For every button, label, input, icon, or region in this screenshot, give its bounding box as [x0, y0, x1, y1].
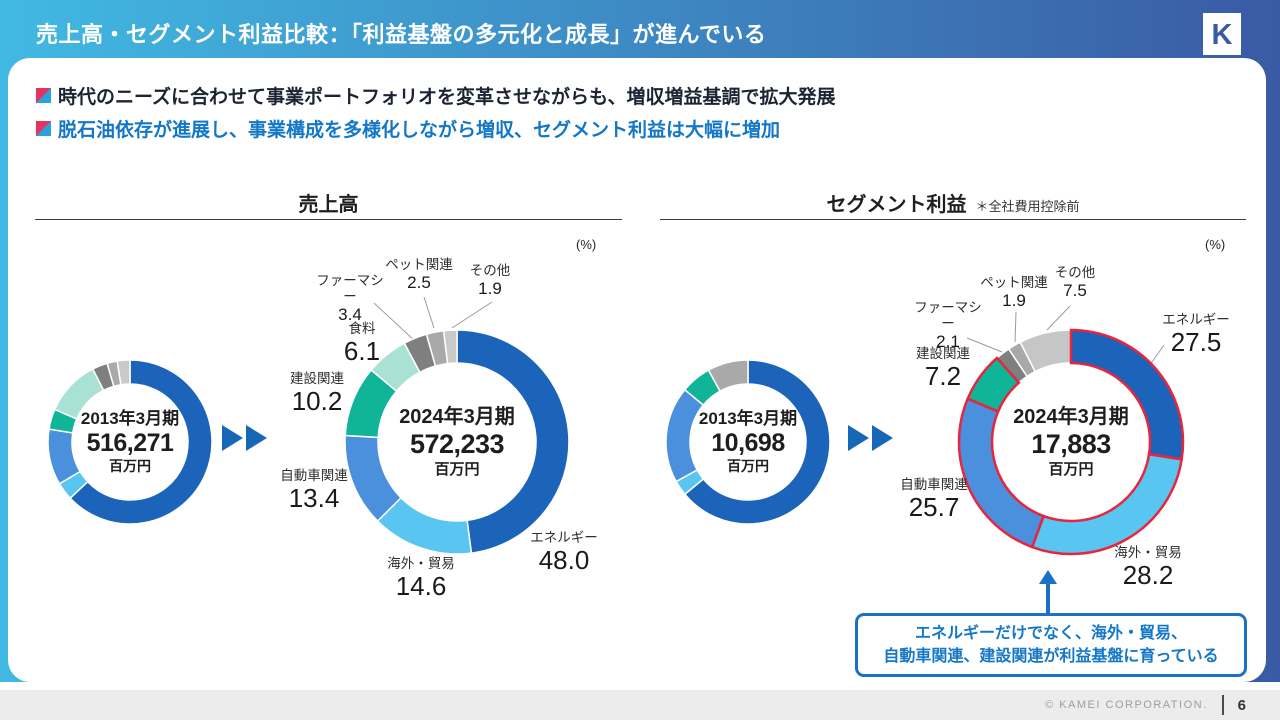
- arrow-triangle-icon: [872, 425, 893, 451]
- segment-label-name: ペット関連: [385, 257, 453, 272]
- segment-label-value: 2.1: [936, 332, 960, 352]
- segment-label-ファーマシー: ファーマシー 2.1: [910, 300, 986, 352]
- segment-label-海外・貿易: 海外・貿易 14.6: [385, 556, 457, 601]
- callout-arrow-head-icon: [1039, 570, 1057, 584]
- segment-label-自動車関連: 自動車関連 13.4: [278, 468, 350, 513]
- segment-label-value: 2.5: [407, 273, 431, 293]
- segment-label-value: 13.4: [288, 483, 340, 514]
- segment-label-その他: その他 1.9: [460, 263, 520, 299]
- slide-footer: © KAMEI CORPORATION. 6: [0, 690, 1280, 720]
- donut-segment-海外・貿易: [1030, 452, 1184, 556]
- page-number: 6: [1237, 696, 1246, 714]
- segment-label-ペット関連: ペット関連 2.5: [383, 257, 455, 293]
- bullet-point-2: 脱石油依存が進展し、事業構成を多様化しながら増収、セグメント利益は大幅に増加: [36, 115, 780, 142]
- segment-label-エネルギー: エネルギー 48.0: [530, 530, 598, 575]
- segment-label-エネルギー: エネルギー 27.5: [1162, 312, 1230, 357]
- copyright-text: © KAMEI CORPORATION.: [1045, 699, 1208, 711]
- segment-label-食料: 食料 6.1: [330, 321, 394, 366]
- kamei-logo-letter: K: [1211, 18, 1233, 51]
- donut-rings: [665, 359, 831, 525]
- donut-chart-sales-2013: 2013年3月期 516,271 百万円: [44, 356, 216, 528]
- segment-label-name: 自動車関連: [900, 477, 968, 492]
- donut-segment-自動車関連: [665, 388, 705, 483]
- section-divider-line: [35, 219, 622, 220]
- segment-label-value: 6.1: [343, 336, 381, 367]
- segment-label-value: 48.0: [538, 545, 590, 576]
- segment-label-name: 海外・貿易: [387, 556, 455, 571]
- arrow-triangle-icon: [222, 425, 243, 451]
- section-title-segment-profit: セグメント利益 ＊全社費用控除前: [826, 194, 1080, 216]
- donut-rings: [47, 359, 213, 525]
- donut-segment-自動車関連: [957, 397, 1046, 549]
- segment-label-その他: その他 7.5: [1045, 265, 1105, 301]
- callout-arrow: [1046, 582, 1050, 614]
- donut-chart-profit-2013: 2013年3月期 10,698 百万円: [662, 356, 834, 528]
- section-title-sales: 売上高: [298, 194, 359, 216]
- segment-label-建設関連: 建設関連 10.2: [282, 371, 352, 416]
- bullet-marker-icon: [36, 88, 51, 103]
- segment-label-name: ペット関連: [980, 275, 1048, 290]
- segment-label-name: その他: [1054, 265, 1096, 280]
- donut-chart-profit-2024: 2024年3月期 17,883 百万円: [955, 326, 1187, 558]
- segment-label-value: 7.2: [924, 361, 962, 392]
- segment-label-name: ファーマシー: [914, 300, 982, 332]
- segment-label-name: エネルギー: [1162, 312, 1230, 327]
- segment-label-name: 建設関連: [290, 371, 344, 386]
- segment-label-自動車関連: 自動車関連 25.7: [898, 477, 970, 522]
- donut-segment-エネルギー: [683, 359, 831, 525]
- donut-segment-エネルギー: [456, 329, 570, 554]
- segment-label-value: 1.9: [1002, 291, 1026, 311]
- kamei-logo: K: [1203, 13, 1241, 55]
- segment-label-name: その他: [469, 263, 511, 278]
- donut-segment-その他: [116, 359, 131, 386]
- segment-label-value: 28.2: [1122, 560, 1174, 591]
- segment-label-ペット関連: ペット関連 1.9: [978, 275, 1050, 311]
- donut-segment-エネルギー: [69, 359, 213, 525]
- segment-label-name: エネルギー: [530, 530, 598, 545]
- double-arrow-icon: [848, 425, 893, 451]
- double-arrow-icon: [222, 425, 267, 451]
- callout-box: エネルギーだけでなく、海外・貿易、 自動車関連、建設関連が利益基盤に育っている: [855, 613, 1247, 677]
- arrow-triangle-icon: [848, 425, 869, 451]
- donut-rings: [957, 328, 1185, 556]
- bullet-text-2: 脱石油依存が進展し、事業構成を多様化しながら増収、セグメント利益は大幅に増加: [58, 120, 781, 141]
- section-divider-line: [660, 219, 1246, 220]
- segment-label-value: 25.7: [908, 492, 960, 523]
- segment-label-name: 建設関連: [916, 346, 970, 361]
- segment-label-name: ファーマシー: [316, 273, 384, 305]
- donut-segment-その他: [707, 359, 749, 393]
- percent-unit-label: (%): [576, 237, 597, 252]
- segment-label-value: 14.6: [395, 571, 447, 602]
- bullet-marker-icon: [36, 121, 51, 136]
- bullet-text-1: 時代のニーズに合わせて事業ポートフォリオを変革させながらも、増収増益基調で拡大発…: [58, 87, 836, 108]
- segment-label-海外・貿易: 海外・貿易 28.2: [1112, 545, 1184, 590]
- segment-label-name: 海外・貿易: [1114, 545, 1182, 560]
- segment-label-value: 3.4: [338, 305, 362, 325]
- segment-label-建設関連: 建設関連 7.2: [908, 346, 978, 391]
- donut-segment-その他: [442, 329, 458, 365]
- arrow-triangle-icon: [246, 425, 267, 451]
- page-title: 売上高・セグメント利益比較：「利益基盤の多元化と成長」が進んでいる: [36, 22, 767, 47]
- segment-label-name: 食料: [348, 321, 376, 336]
- bullet-point-1: 時代のニーズに合わせて事業ポートフォリオを変革させながらも、増収増益基調で拡大発…: [36, 82, 835, 109]
- segment-label-value: 27.5: [1170, 327, 1222, 358]
- donut-segment-建設関連: [966, 356, 1021, 414]
- percent-unit-label: (%): [1205, 237, 1226, 252]
- footer-divider: [1221, 695, 1224, 715]
- donut-rings: [344, 329, 570, 555]
- segment-label-value: 1.9: [478, 279, 502, 299]
- section-subtitle-note: ＊全社費用控除前: [975, 199, 1080, 214]
- segment-label-name: 自動車関連: [280, 468, 348, 483]
- segment-label-ファーマシー: ファーマシー 3.4: [312, 273, 388, 325]
- segment-label-value: 10.2: [291, 386, 343, 417]
- segment-label-value: 7.5: [1063, 281, 1087, 301]
